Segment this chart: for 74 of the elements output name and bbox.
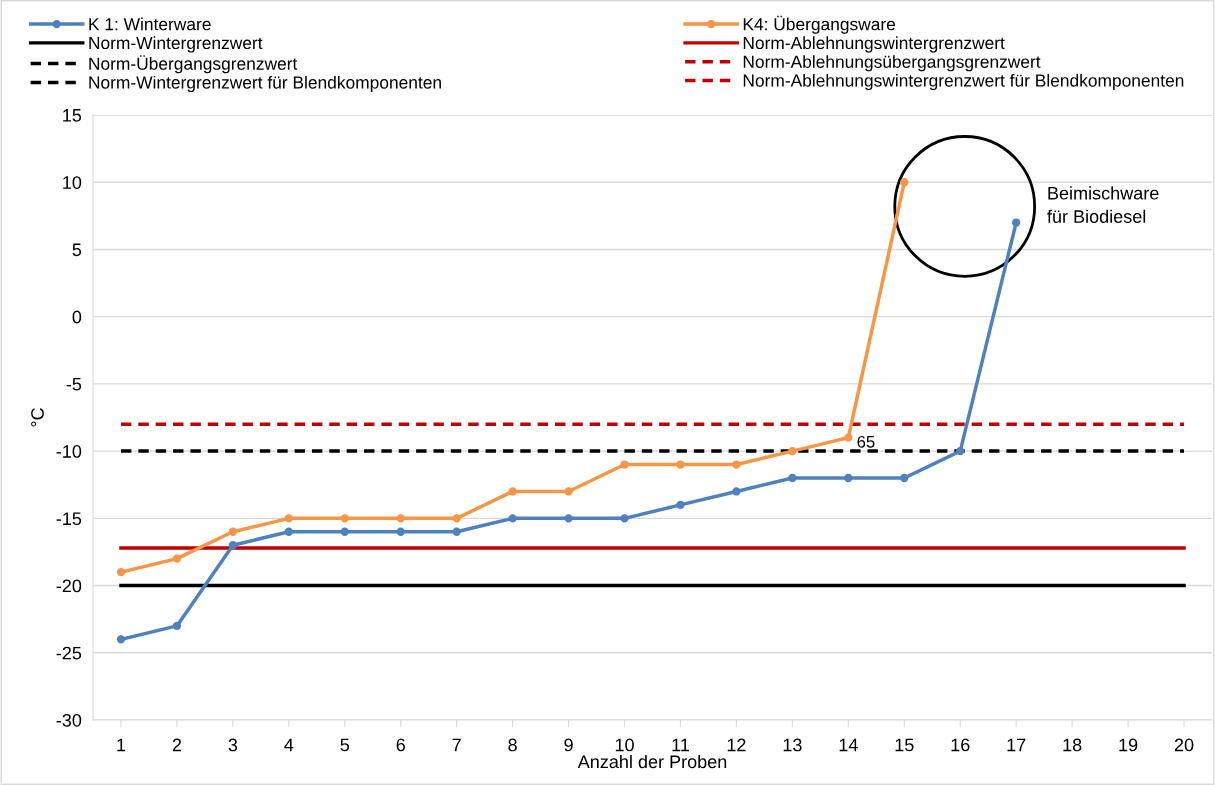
x-axis-title: Anzahl der Proben <box>577 754 727 769</box>
point <box>900 473 909 483</box>
point <box>732 460 741 469</box>
x-tick-label: 9 <box>564 738 573 752</box>
annotation: 65 <box>857 435 875 448</box>
point <box>844 473 853 483</box>
legend-label: Norm-Ablehnungsübergangsgrenzwert <box>743 55 1041 72</box>
y-tick-label: -20 <box>56 579 82 593</box>
legend-label: K4: Übergangsware <box>743 15 896 34</box>
x-tick-label: 11 <box>672 738 689 752</box>
legend-label: Norm-Ablehnungswintergrenzwert <box>743 36 1005 53</box>
x-tick-label: 1 <box>117 738 126 752</box>
x-tick-label: 14 <box>839 738 858 752</box>
point <box>564 514 573 523</box>
x-tick-label: 12 <box>727 738 746 752</box>
x-tick-label: 6 <box>396 738 405 752</box>
legend-label: Norm-Wintergrenzwert für Blendkomponenten <box>89 75 441 93</box>
point <box>508 514 517 523</box>
y-tick-label: 15 <box>63 109 82 122</box>
point <box>284 527 293 536</box>
y-tick-label: -10 <box>56 445 82 458</box>
point <box>340 514 349 523</box>
x-tick-label: 2 <box>172 738 182 752</box>
y-tick-label: -5 <box>66 378 82 391</box>
point <box>396 514 405 523</box>
legend-label: Norm-Übergangsgrenzwert <box>89 55 298 74</box>
point <box>620 514 629 523</box>
y-axis-title: °C <box>31 408 44 427</box>
point <box>788 473 797 483</box>
point <box>228 527 238 536</box>
point <box>172 554 182 563</box>
x-tick-label: 13 <box>783 738 802 752</box>
x-tick-label: 17 <box>1007 738 1026 752</box>
legend-label: Norm-Ablehnungswintergrenzwert für Blendkomponenten <box>743 73 1184 91</box>
point <box>396 527 405 536</box>
point <box>452 514 461 523</box>
point <box>116 635 126 644</box>
y-tick-label: 10 <box>63 176 82 189</box>
annotation: Beimischware für Biodiesel <box>1047 186 1159 223</box>
point <box>508 487 517 496</box>
point <box>620 460 629 469</box>
y-tick-label: 5 <box>72 243 82 257</box>
point <box>788 446 797 456</box>
x-tick-label: 19 <box>1119 738 1138 752</box>
x-tick-label: 7 <box>452 738 461 752</box>
x-tick-label: 20 <box>1174 738 1194 752</box>
legend-label: K 1: Winterware <box>89 17 211 31</box>
point <box>676 500 685 510</box>
legend-label: Norm-Wintergrenzwert <box>89 36 263 53</box>
x-tick-label: 3 <box>228 738 238 752</box>
y-tick-label: -15 <box>56 512 82 526</box>
point <box>956 446 965 456</box>
point <box>116 567 126 577</box>
point <box>732 487 741 496</box>
y-tick-label: -25 <box>56 646 82 660</box>
point <box>1012 218 1021 227</box>
point <box>900 178 909 187</box>
x-tick-label: 8 <box>508 738 517 752</box>
x-tick-label: 4 <box>284 738 294 752</box>
x-tick-label: 5 <box>340 738 350 752</box>
point <box>564 487 573 496</box>
x-tick-label: 16 <box>951 738 970 752</box>
point <box>340 527 349 536</box>
point <box>284 514 293 523</box>
x-tick-label: 10 <box>615 738 634 752</box>
point <box>676 460 685 469</box>
point <box>228 541 238 550</box>
point <box>844 433 853 442</box>
point <box>452 527 461 536</box>
point <box>172 621 182 631</box>
x-tick-label: 15 <box>895 738 914 752</box>
x-tick-label: 18 <box>1063 738 1082 752</box>
y-tick-label: -30 <box>56 713 82 727</box>
y-tick-label: 0 <box>72 310 82 324</box>
